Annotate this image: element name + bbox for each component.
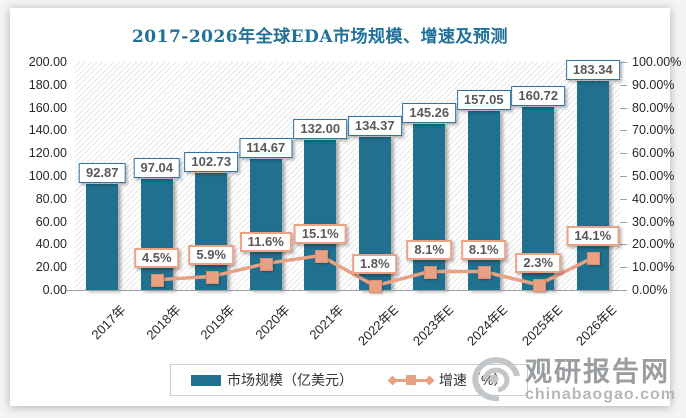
watermark: 观研报告网 chinabaogao.com [469, 356, 676, 404]
left-axis-tick-label: 20.00 [35, 260, 67, 275]
chart-card: 2017-2026年全球EDA市场规模、增速及预测 200.00 180.00 16… [10, 8, 681, 406]
bar-value-label: 160.72 [511, 85, 566, 106]
bar-value-label: 157.05 [456, 89, 511, 110]
right-axis-tick-label: 100.00% [632, 55, 682, 69]
left-axis-tick-label: 0.00 [42, 283, 67, 297]
left-axis-tick-label: 160.00 [28, 100, 67, 115]
x-axis-label-2023年E: 2023年E [409, 302, 456, 349]
right-axis-tick-mark [620, 267, 627, 269]
watermark-domain: chinabaogao.com [524, 386, 676, 403]
left-axis-tick-label: 200.00 [28, 55, 67, 69]
growth-value-label: 4.5% [133, 247, 180, 268]
right-axis-tick-label: 90.00% [632, 77, 675, 92]
x-axis-label-2019年: 2019年 [197, 302, 238, 343]
bar-value-label: 132.00 [293, 118, 348, 139]
bar-2021年 [304, 139, 337, 290]
bar-series-swatch [191, 374, 221, 386]
x-axis-label-2017年: 2017年 [88, 302, 129, 343]
x-axis-label-2022年E: 2022年E [355, 302, 402, 349]
x-axis-label-2020年: 2020年 [252, 302, 293, 343]
growth-value-label: 1.8% [351, 253, 398, 274]
chart-title: 2017-2026年全球EDA市场规模、增速及预测 [131, 27, 509, 47]
bar-value-label: 183.34 [565, 60, 620, 80]
growth-marker [205, 271, 219, 285]
right-axis-tick-mark [620, 107, 627, 109]
growth-value-label: 2.3% [515, 252, 562, 273]
bar-2018年 [140, 179, 173, 290]
plot-area: 92.87 97.04 102.73 114.67 132.00 134.37 145.26… [75, 60, 620, 294]
swirl-logo-icon [472, 357, 520, 402]
right-axis-tick-label: 20.00% [632, 237, 675, 252]
bar-2019年 [195, 172, 228, 290]
legend-item-market-size: 市场规模（亿美元） [191, 370, 353, 390]
right-axis-tick-label: 70.00% [632, 123, 675, 138]
bar-value-label: 134.37 [347, 115, 402, 136]
growth-marker [423, 266, 437, 280]
growth-marker [151, 274, 165, 288]
bar-value-label: 102.73 [184, 151, 239, 172]
left-axis-tick-label: 180.00 [28, 77, 67, 92]
bar-2024年E [467, 110, 500, 290]
right-axis-tick-mark [620, 153, 627, 155]
right-axis-tick-label: 60.00% [632, 146, 675, 161]
right-axis-tick-mark [620, 244, 627, 246]
right-axis-tick-label: 10.00% [632, 260, 675, 275]
right-axis-tick-label: 0.00% [632, 283, 668, 297]
right-axis-tick-mark [620, 62, 627, 63]
growth-value-label: 5.9% [188, 244, 235, 265]
growth-marker [369, 280, 383, 294]
growth-value-label: 14.1% [566, 225, 620, 246]
growth-marker [260, 258, 274, 272]
right-axis-tick-mark [620, 130, 627, 132]
x-axis-label-2024年E: 2024年E [464, 302, 511, 349]
legend: 市场规模（亿美元） 增速（%） [170, 364, 529, 396]
watermark-brand: 观研报告网 [524, 357, 670, 387]
x-axis-label-2021年: 2021年 [306, 302, 347, 343]
watermark-text: 观研报告网 chinabaogao.com [525, 358, 676, 404]
left-axis-tick-label: 80.00 [35, 191, 67, 206]
right-axis-tick-mark [620, 198, 627, 200]
right-axis-tick-label: 50.00% [632, 169, 675, 183]
x-axis-label-2018年: 2018年 [143, 302, 184, 343]
right-axis-tick-mark [620, 176, 627, 177]
x-axis-label-2026年E: 2026年E [573, 302, 620, 349]
growth-value-label: 8.1% [406, 239, 453, 260]
bar-value-label: 114.67 [239, 138, 293, 159]
left-axis-tick-label: 100.00 [28, 169, 67, 183]
line-series-swatch [387, 375, 435, 385]
x-axis-label-2025年E: 2025年E [518, 302, 565, 349]
growth-value-label: 11.6% [239, 231, 292, 252]
bar-value-label: 145.26 [402, 103, 457, 124]
right-axis-tick-mark [620, 221, 627, 223]
bar-2017年 [86, 184, 119, 290]
right-axis-tick-label: 30.00% [632, 214, 675, 229]
bar-value-label: 97.04 [133, 158, 181, 179]
growth-marker [314, 250, 328, 264]
growth-marker [532, 279, 546, 293]
left-axis-tick-label: 40.00 [35, 237, 67, 252]
bar-2023年E [413, 124, 446, 290]
left-axis-tick-label: 140.00 [28, 123, 67, 138]
right-axis-tick-label: 40.00% [632, 191, 675, 206]
growth-marker [478, 266, 492, 280]
legend-label-market-size: 市场规模（亿美元） [227, 372, 353, 388]
growth-marker [587, 252, 601, 266]
x-axis-line [67, 290, 627, 291]
right-axis-tick-label: 80.00% [632, 100, 675, 115]
right-axis-tick-mark [620, 84, 627, 86]
growth-value-label: 8.1% [460, 239, 507, 260]
left-axis-tick-label: 60.00 [35, 214, 67, 229]
growth-value-label: 15.1% [293, 223, 347, 244]
bar-value-label: 92.87 [78, 163, 126, 184]
left-axis-tick-label: 120.00 [28, 146, 67, 161]
